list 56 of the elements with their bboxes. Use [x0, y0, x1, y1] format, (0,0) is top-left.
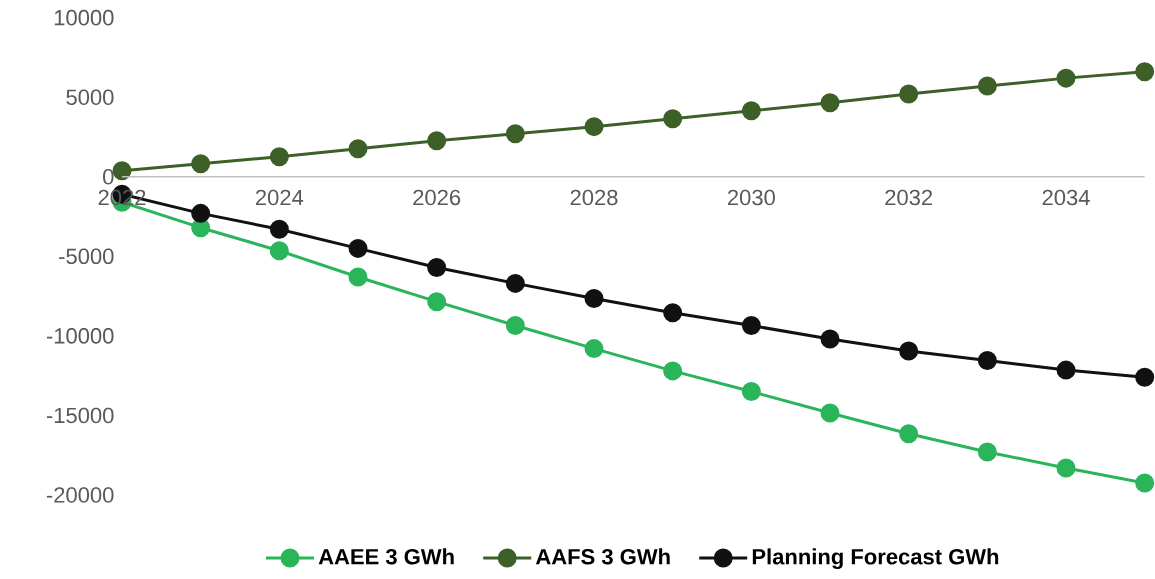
point [977, 351, 997, 371]
point [191, 203, 211, 223]
point [584, 289, 604, 308]
point [427, 257, 447, 277]
point [269, 219, 289, 239]
point [977, 442, 997, 462]
point [977, 76, 997, 96]
point [741, 316, 761, 336]
point [741, 382, 761, 402]
y-tick-label: -20000 [46, 487, 114, 503]
point [899, 341, 919, 361]
point [1135, 473, 1155, 493]
point [1056, 68, 1076, 88]
y-tick-label: -5000 [59, 248, 114, 265]
point [820, 403, 840, 423]
point [427, 131, 447, 151]
point [1135, 62, 1155, 82]
point [741, 101, 761, 121]
point [505, 273, 525, 293]
point [505, 124, 525, 144]
x-tick-label: 2026 [413, 189, 461, 206]
point [899, 424, 919, 444]
point [1056, 360, 1076, 380]
y-tick-label: -10000 [46, 328, 114, 344]
point [1056, 458, 1076, 478]
point [899, 84, 919, 104]
point [820, 93, 840, 113]
x-tick-label: 2024 [255, 189, 304, 206]
point [348, 238, 368, 258]
point [269, 241, 289, 261]
x-tick-label: 2034 [1042, 189, 1090, 206]
point [584, 339, 604, 359]
point [348, 267, 368, 287]
x-tick-label: 2032 [885, 189, 933, 206]
point [505, 316, 525, 336]
y-tick-label: 10000 [54, 9, 114, 26]
point [348, 139, 368, 159]
x-tick-label: 2030 [727, 189, 775, 206]
y-tick-label: -15000 [46, 407, 114, 424]
point [191, 154, 211, 174]
point [1135, 367, 1155, 387]
legend-label: Planning Forecast GWh [752, 548, 999, 569]
point [584, 117, 604, 137]
point [663, 109, 683, 129]
point [820, 329, 840, 349]
legend-label: AAFS 3 GWh [535, 548, 670, 565]
legend-label: AAEE 3 GWh [318, 548, 454, 565]
x-tick-label: 2028 [570, 189, 618, 206]
point [663, 361, 683, 381]
x-tick-label: 2022 [98, 189, 146, 206]
y-tick-label: 5000 [66, 89, 114, 105]
y-tick-label: 0 [103, 168, 114, 185]
point [427, 292, 447, 312]
point [112, 161, 132, 181]
point [269, 147, 289, 167]
point [663, 303, 683, 323]
